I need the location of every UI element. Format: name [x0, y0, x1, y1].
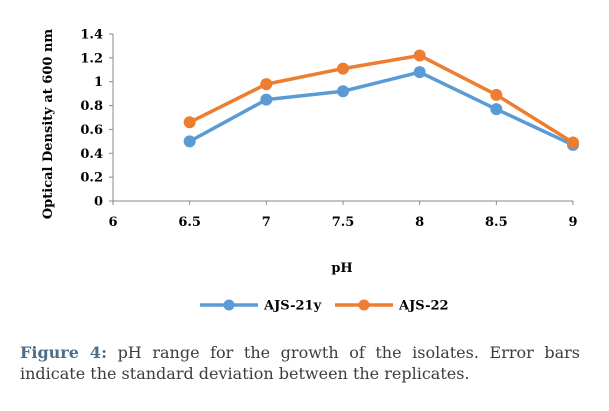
x-tick-labels: 6 6.5 7 7.5 8 8.5 9	[108, 201, 578, 230]
caption-text: pH range for the growth of the isolates.…	[20, 343, 580, 383]
legend-item: AJS-22	[335, 299, 449, 314]
legend-item: AJS-21y	[200, 299, 322, 314]
figure-label: Figure 4:	[20, 343, 107, 362]
data-point	[490, 88, 503, 101]
series-ajs-22	[183, 49, 579, 149]
legend-label: AJS-22	[398, 299, 449, 314]
x-tick-label: 7	[262, 215, 271, 230]
line-chart: 6 6.5 7 7.5 8 8.5 9 0 0.2 0.4 0.6 0.8 1 1.2 1.4 pH Op…	[41, 28, 579, 314]
y-tick-label: 0.8	[80, 99, 103, 114]
y-tick-label: 0.6	[80, 123, 103, 138]
y-tick-labels: 0 0.2 0.4 0.6 0.8 1 1.2 1.4	[80, 28, 113, 210]
y-tick-label: 1	[94, 75, 103, 90]
data-point	[183, 135, 196, 148]
x-tick-label: 9	[568, 215, 577, 230]
data-point	[413, 66, 426, 79]
y-tick-label: 1.2	[80, 51, 103, 66]
x-tick-label: 7.5	[332, 215, 355, 230]
series-ajs-21y	[183, 66, 579, 151]
x-tick-label: 6.5	[178, 215, 201, 230]
series-line	[188, 70, 574, 147]
data-point	[183, 116, 196, 129]
y-tick-label: 0.2	[80, 171, 103, 186]
x-tick-label: 8	[415, 215, 424, 230]
data-point	[337, 85, 349, 98]
legend: AJS-21y AJS-22	[200, 299, 449, 314]
x-tick-label: 6	[108, 215, 117, 230]
legend-marker	[223, 299, 235, 311]
legend-marker	[358, 299, 370, 311]
y-tick-label: 0	[94, 195, 103, 210]
series-line	[188, 53, 574, 145]
series-layer	[183, 49, 579, 151]
data-point	[260, 93, 273, 106]
x-tick-label: 8.5	[485, 215, 508, 230]
y-tick-label: 0.4	[80, 147, 103, 162]
y-axis-title: Optical Density at 600 nm	[41, 29, 56, 220]
data-point	[567, 136, 579, 149]
x-axis-title: pH	[331, 261, 352, 276]
y-tick-label: 1.4	[80, 28, 103, 43]
legend-label: AJS-21y	[263, 299, 322, 314]
data-point	[413, 49, 426, 62]
data-point	[337, 62, 349, 75]
data-point	[490, 103, 503, 116]
data-point	[260, 78, 273, 91]
figure-caption: Figure 4: pH range for the growth of the…	[20, 342, 580, 384]
